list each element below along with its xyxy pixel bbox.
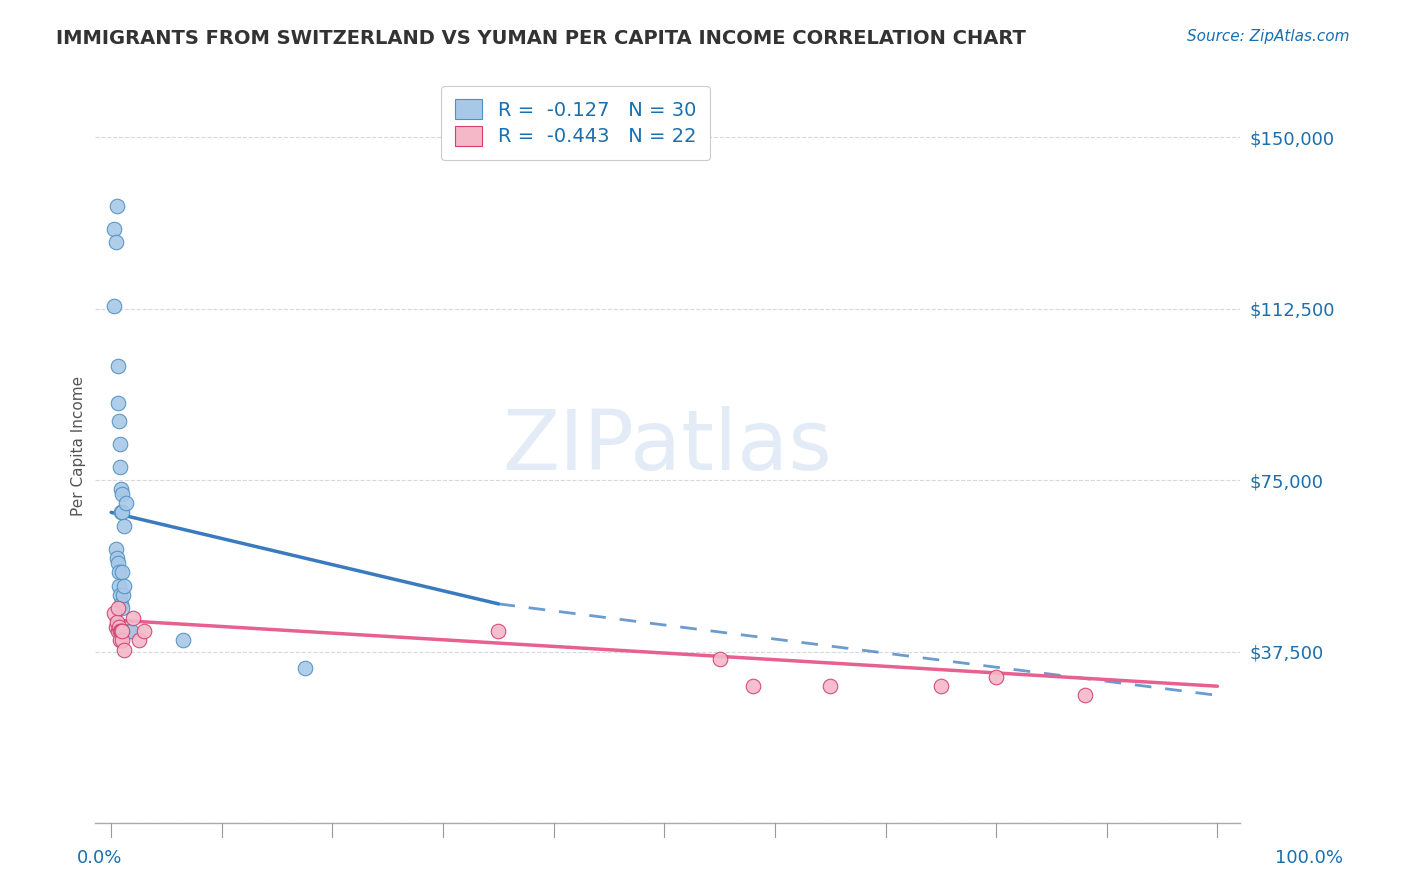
Legend: R =  -0.127   N = 30, R =  -0.443   N = 22: R = -0.127 N = 30, R = -0.443 N = 22: [441, 86, 710, 160]
Point: [111, 487, 134, 501]
Point: [294, 661, 316, 675]
Point: [108, 633, 131, 648]
Point: [114, 496, 136, 510]
Point: [114, 578, 136, 592]
Point: [112, 588, 135, 602]
Y-axis label: Per Capita Income: Per Capita Income: [72, 376, 86, 516]
Text: Source: ZipAtlas.com: Source: ZipAtlas.com: [1187, 29, 1350, 44]
Point: [929, 679, 952, 693]
Point: [105, 615, 128, 629]
Point: [741, 679, 763, 693]
Point: [110, 483, 132, 497]
Point: [117, 624, 139, 639]
Point: [104, 541, 127, 556]
Point: [818, 679, 841, 693]
Point: [108, 565, 131, 579]
Point: [103, 606, 125, 620]
Point: [108, 588, 131, 602]
Point: [105, 199, 128, 213]
Point: [114, 519, 136, 533]
Point: [103, 221, 125, 235]
Point: [108, 578, 131, 592]
Point: [110, 624, 132, 639]
Point: [108, 414, 131, 428]
Point: [104, 620, 127, 634]
Point: [107, 395, 129, 409]
Point: [107, 601, 129, 615]
Text: IMMIGRANTS FROM SWITZERLAND VS YUMAN PER CAPITA INCOME CORRELATION CHART: IMMIGRANTS FROM SWITZERLAND VS YUMAN PER…: [56, 29, 1026, 47]
Point: [114, 642, 136, 657]
Point: [111, 565, 134, 579]
Point: [134, 624, 156, 639]
Point: [120, 624, 142, 639]
Point: [709, 652, 731, 666]
Text: ZIPatlas: ZIPatlas: [502, 406, 832, 486]
Point: [108, 436, 131, 450]
Text: 0.0%: 0.0%: [77, 849, 122, 867]
Point: [111, 505, 134, 519]
Point: [128, 633, 150, 648]
Point: [111, 633, 134, 648]
Point: [1073, 689, 1095, 703]
Point: [104, 235, 127, 250]
Point: [107, 359, 129, 373]
Point: [107, 624, 129, 639]
Point: [103, 300, 125, 314]
Point: [486, 624, 509, 639]
Point: [108, 624, 131, 639]
Point: [122, 610, 145, 624]
Point: [110, 597, 132, 611]
Point: [110, 505, 132, 519]
Point: [111, 601, 134, 615]
Point: [172, 633, 194, 648]
Point: [107, 556, 129, 570]
Point: [105, 551, 128, 566]
Text: 100.0%: 100.0%: [1275, 849, 1343, 867]
Point: [111, 624, 134, 639]
Point: [986, 670, 1008, 684]
Point: [108, 459, 131, 474]
Point: [108, 620, 131, 634]
